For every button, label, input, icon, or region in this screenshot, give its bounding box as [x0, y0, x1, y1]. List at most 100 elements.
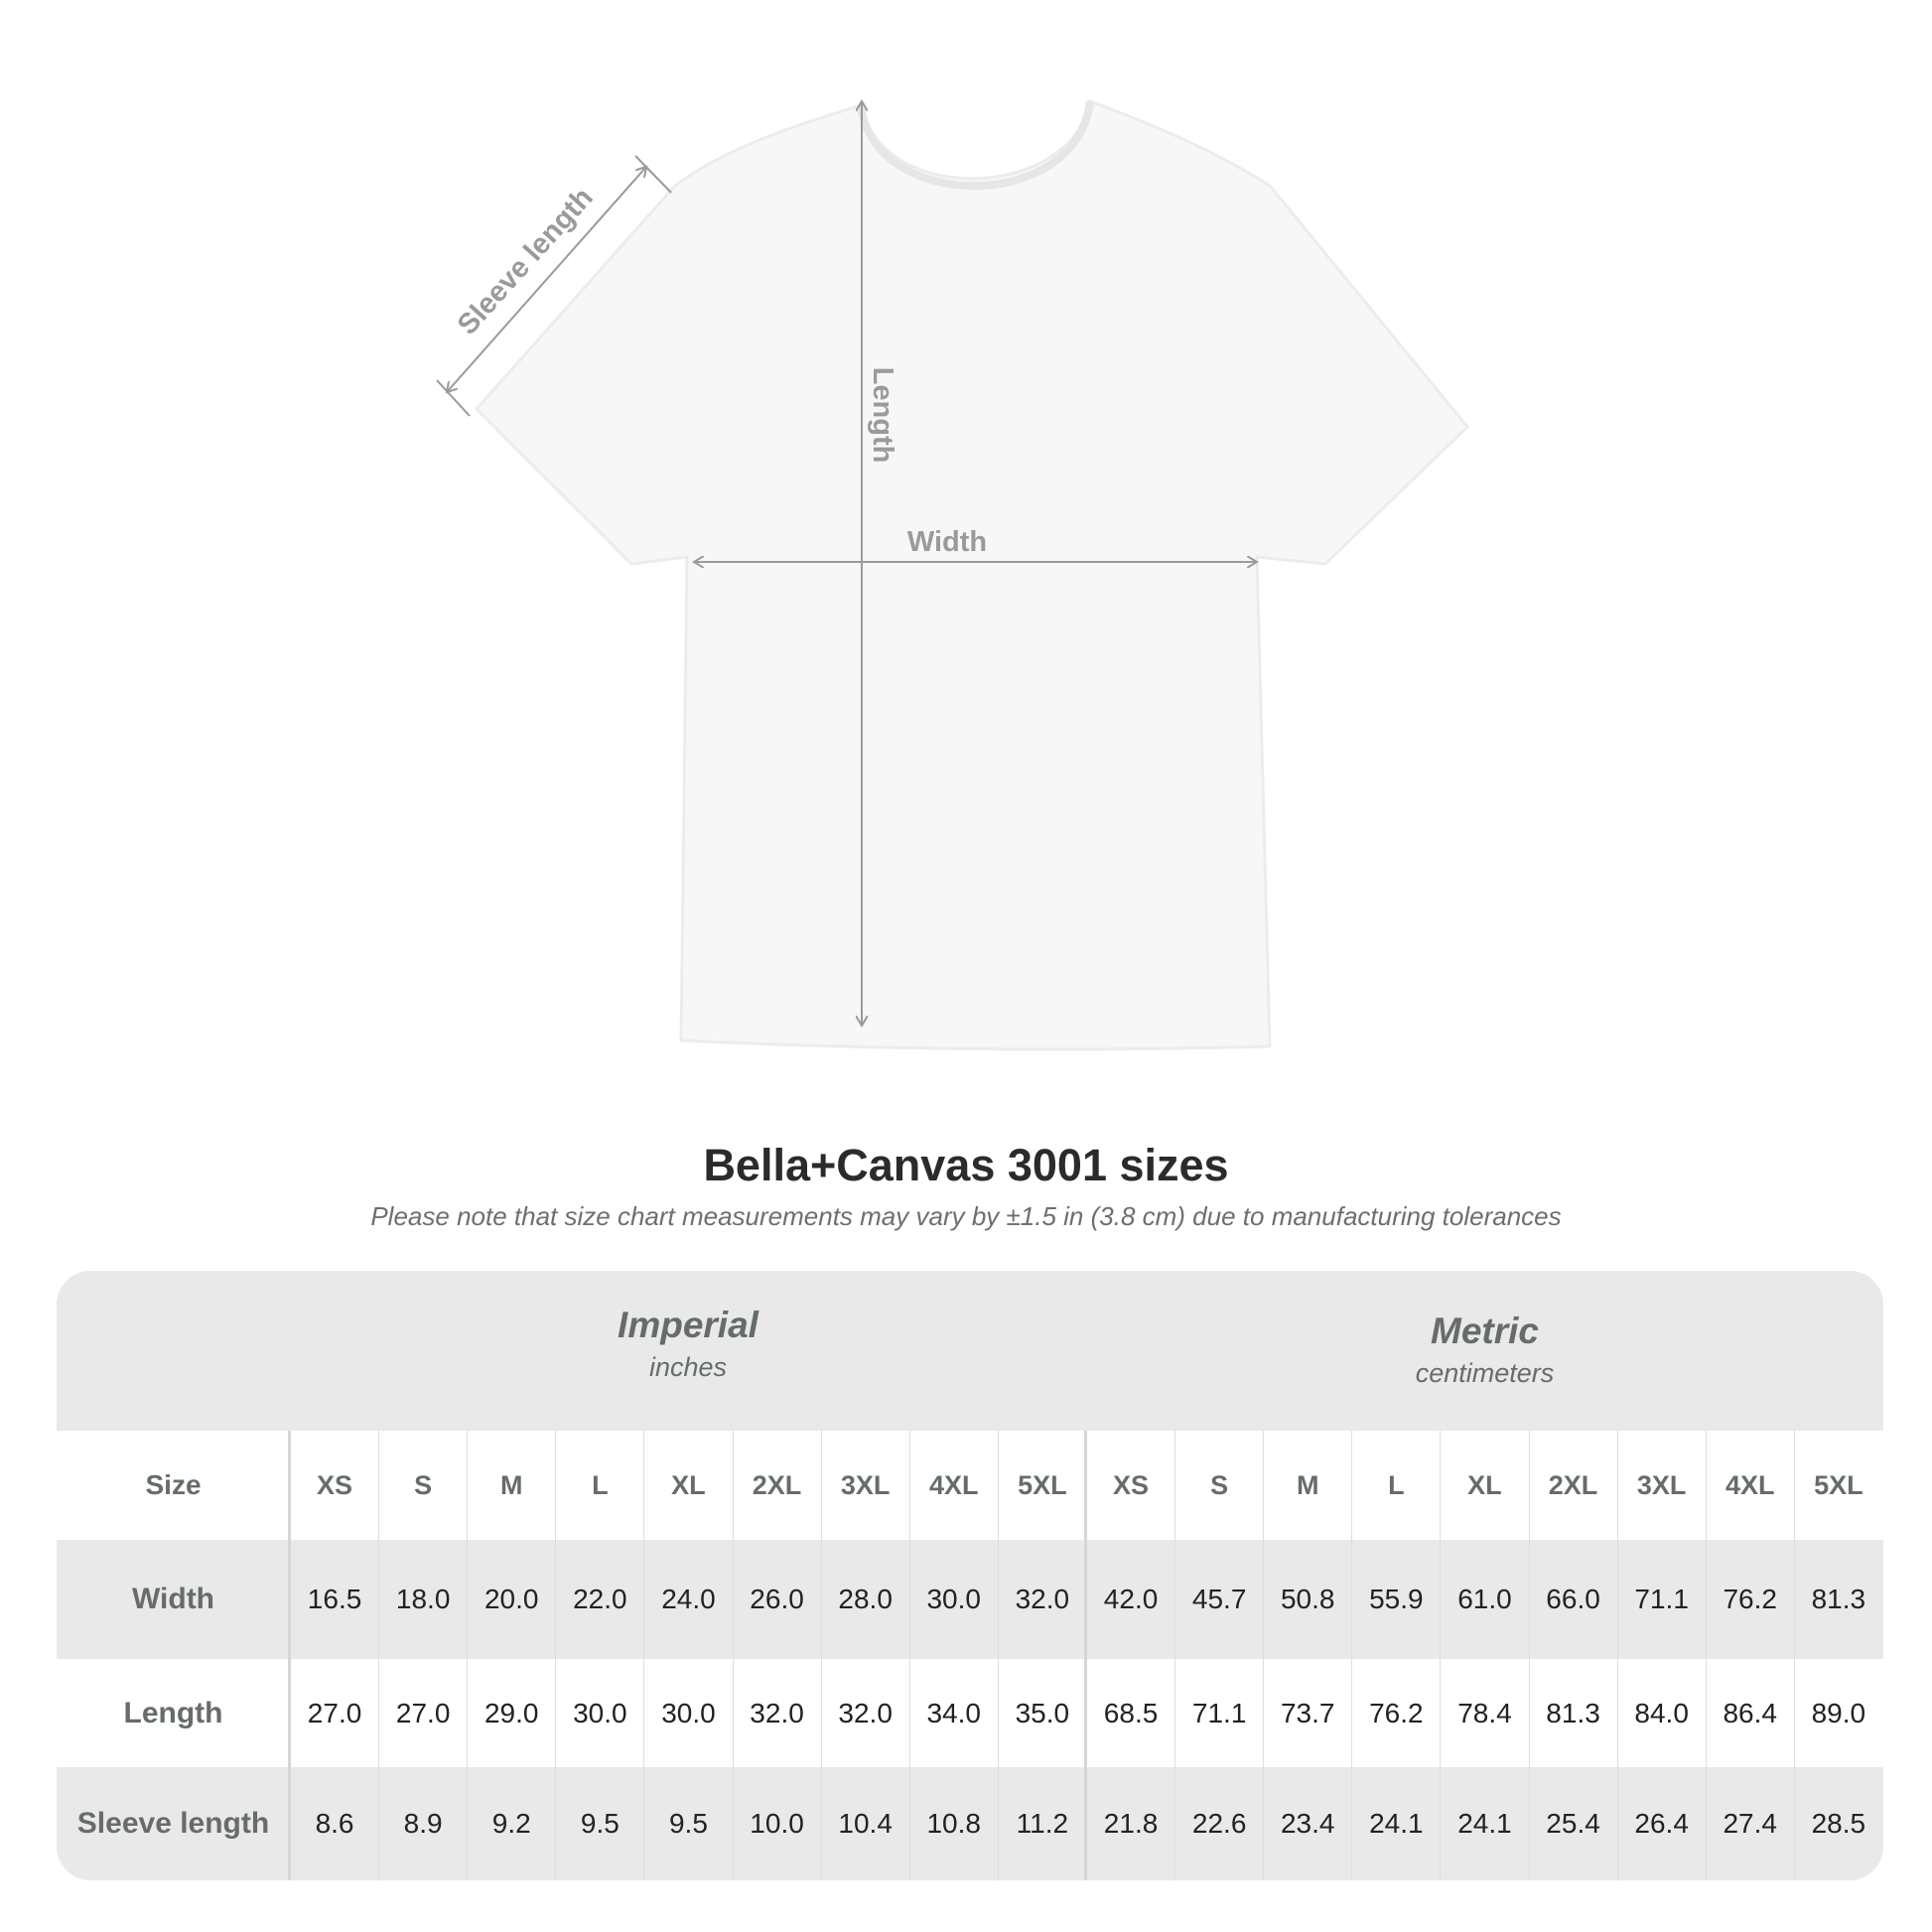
header-band: [57, 1271, 1883, 1431]
table-cell: 35.0: [997, 1659, 1086, 1767]
row-label: Length: [123, 1696, 223, 1729]
size-table: Imperial inches Metric centimeters Size …: [57, 1271, 1883, 1880]
size-header-imperial: XL: [643, 1431, 732, 1540]
table-cell: 71.1: [1616, 1540, 1706, 1659]
length-label: Length: [867, 367, 898, 464]
size-header-metric: 4XL: [1705, 1431, 1794, 1540]
size-header-metric: XS: [1086, 1431, 1174, 1540]
imperial-header: Imperial inches: [290, 1271, 1086, 1431]
table-cell: 24.1: [1351, 1767, 1440, 1880]
table-cell: 32.0: [820, 1659, 909, 1767]
tolerance-note: Please note that size chart measurements…: [370, 1201, 1562, 1231]
table-cell: 81.3: [1793, 1540, 1882, 1659]
table-cell: 22.6: [1174, 1767, 1263, 1880]
size-header-imperial: 3XL: [820, 1431, 909, 1540]
table-cell: 9.5: [555, 1767, 643, 1880]
size-header-imperial: L: [555, 1431, 643, 1540]
length-row-band: [57, 1659, 1883, 1767]
table-cell: 8.9: [378, 1767, 467, 1880]
row-label: Width: [131, 1583, 215, 1615]
imperial-unit: inches: [648, 1352, 728, 1382]
tshirt-shape: [474, 98, 1470, 1051]
table-cell: 55.9: [1351, 1540, 1440, 1659]
width-row-band: [57, 1540, 1883, 1659]
table-cell: 30.0: [643, 1659, 732, 1767]
table-cell: 9.5: [643, 1767, 732, 1880]
table-cell: 50.8: [1263, 1540, 1351, 1659]
metric-label: Metric: [1431, 1311, 1539, 1351]
row-label: Sleeve length: [76, 1807, 270, 1840]
imperial-label: Imperial: [618, 1305, 759, 1345]
sleeve-row-band: [57, 1767, 1883, 1880]
table-cell: 71.1: [1174, 1659, 1263, 1767]
size-row-band: [57, 1431, 1883, 1540]
table-cell: 32.0: [732, 1659, 821, 1767]
table-cell: 24.1: [1440, 1767, 1528, 1880]
section-divider: [1084, 1431, 1087, 1880]
table-cell: 10.4: [820, 1767, 909, 1880]
page-title: Bella+Canvas 3001 sizes: [703, 1140, 1229, 1190]
table-cell: 32.0: [997, 1540, 1086, 1659]
table-cell: 9.2: [467, 1767, 555, 1880]
size-row-label: Size: [145, 1469, 202, 1500]
size-header-imperial: 5XL: [997, 1431, 1086, 1540]
size-header-imperial: 2XL: [732, 1431, 821, 1540]
column-divider: [288, 1431, 291, 1880]
table-cell: 86.4: [1705, 1659, 1794, 1767]
table-cell: 76.2: [1705, 1540, 1794, 1659]
table-cell: 11.2: [997, 1767, 1086, 1880]
size-header-imperial: 4XL: [908, 1431, 998, 1540]
table-cell: 66.0: [1528, 1540, 1617, 1659]
table-cell: 81.3: [1528, 1659, 1617, 1767]
table-cell: 78.4: [1440, 1659, 1528, 1767]
metric-unit: centimeters: [1415, 1358, 1555, 1388]
collar: [857, 100, 1094, 191]
table-cell: 84.0: [1616, 1659, 1706, 1767]
table-cell: 89.0: [1793, 1659, 1882, 1767]
tshirt-diagram: Sleeve length Length Width: [436, 98, 1470, 1051]
table-cell: 18.0: [378, 1540, 467, 1659]
size-header-metric: L: [1351, 1431, 1440, 1540]
size-header-imperial: S: [378, 1431, 467, 1540]
table-cell: 26.4: [1616, 1767, 1706, 1880]
size-header-imperial: XS: [290, 1431, 378, 1540]
size-header-metric: 3XL: [1616, 1431, 1706, 1540]
table-cell: 22.0: [555, 1540, 643, 1659]
table-cell: 27.4: [1705, 1767, 1794, 1880]
table-cell: 45.7: [1174, 1540, 1263, 1659]
table-cell: 30.0: [908, 1540, 998, 1659]
width-label: Width: [907, 526, 987, 558]
table-cell: 27.0: [378, 1659, 467, 1767]
size-header-metric: 2XL: [1528, 1431, 1617, 1540]
table-cell: 21.8: [1086, 1767, 1174, 1880]
table-cell: 34.0: [908, 1659, 998, 1767]
metric-header: Metric centimeters: [1086, 1271, 1883, 1431]
size-header-metric: XL: [1440, 1431, 1528, 1540]
size-header-imperial: M: [467, 1431, 555, 1540]
table-cell: 8.6: [290, 1767, 378, 1880]
table-cell: 23.4: [1263, 1767, 1351, 1880]
table-cell: 73.7: [1263, 1659, 1351, 1767]
size-header-metric: S: [1174, 1431, 1263, 1540]
table-cell: 42.0: [1086, 1540, 1174, 1659]
size-header-metric: 5XL: [1793, 1431, 1882, 1540]
table-cell: 76.2: [1351, 1659, 1440, 1767]
table-cell: 10.0: [732, 1767, 821, 1880]
table-cell: 28.0: [820, 1540, 909, 1659]
table-cell: 25.4: [1528, 1767, 1617, 1880]
sleeve-tick-start: [436, 379, 471, 417]
table-cell: 27.0: [290, 1659, 378, 1767]
table-cell: 24.0: [643, 1540, 732, 1659]
table-cell: 29.0: [467, 1659, 555, 1767]
table-cell: 20.0: [467, 1540, 555, 1659]
table-cell: 10.8: [908, 1767, 998, 1880]
table-cell: 61.0: [1440, 1540, 1528, 1659]
size-header-metric: M: [1263, 1431, 1351, 1540]
table-cell: 16.5: [290, 1540, 378, 1659]
table-cell: 26.0: [732, 1540, 821, 1659]
table-cell: 30.0: [555, 1659, 643, 1767]
table-cell: 68.5: [1086, 1659, 1174, 1767]
table-cell: 28.5: [1793, 1767, 1882, 1880]
sleeve-measure-line: [447, 167, 646, 392]
sleeve-tick-end: [634, 155, 672, 194]
